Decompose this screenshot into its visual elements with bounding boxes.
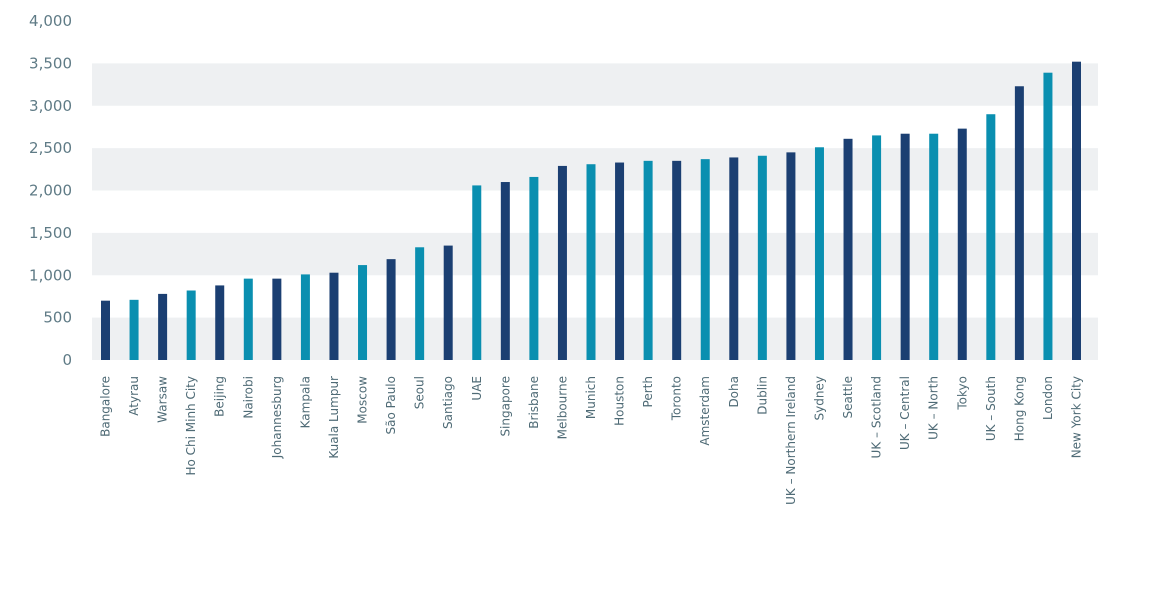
bar-nairobi xyxy=(243,278,253,360)
bar-moscow xyxy=(358,265,368,360)
bar-amsterdam xyxy=(700,159,710,360)
y-tick-label: 3,000 xyxy=(29,97,72,115)
bar-brisbane xyxy=(529,176,539,360)
x-tick-label: Johannesburg xyxy=(270,376,284,459)
x-tick-label: Kampala xyxy=(298,376,312,428)
bar-uk-scotland xyxy=(872,135,882,360)
bar-seoul xyxy=(415,247,425,360)
bar-uk-south xyxy=(986,114,996,360)
x-tick-label: Seoul xyxy=(413,376,427,409)
y-tick-label: 1,500 xyxy=(29,224,72,242)
x-tick-label: UK – Scotland xyxy=(870,376,884,458)
bar-uk-northern-ireland xyxy=(786,152,796,360)
y-tick-label: 3,500 xyxy=(29,54,72,72)
x-tick-label: Toronto xyxy=(670,376,684,421)
bar-santiago xyxy=(443,245,453,360)
x-tick-label: Amsterdam xyxy=(698,376,712,446)
bar-ho-chi-minh-city xyxy=(186,290,196,360)
bar-atyrau xyxy=(129,299,139,360)
y-tick-label: 4,000 xyxy=(29,12,72,30)
x-tick-label: London xyxy=(1041,376,1055,420)
x-tick-label: Melbourne xyxy=(555,376,569,439)
x-tick-label: Singapore xyxy=(498,376,512,437)
bar-sydney xyxy=(814,147,824,360)
x-tick-label: Doha xyxy=(727,376,741,408)
x-tick-label: Warsaw xyxy=(156,376,170,423)
bar-doha xyxy=(729,157,739,360)
x-tick-label: Dublin xyxy=(755,376,769,415)
bar-dublin xyxy=(757,155,767,360)
y-axis: 0 500 1,000 1,500 2,000 2,500 3,000 3,500 4,000 xyxy=(29,12,72,369)
bar-johannesburg xyxy=(272,278,282,360)
y-tick-label: 0 xyxy=(62,351,72,369)
y-tick-label: 2,500 xyxy=(29,139,72,157)
x-axis: Bangalore Atyrau Warsaw Ho Chi Minh City Bei… xyxy=(99,376,1084,505)
x-tick-label: Seattle xyxy=(841,376,855,418)
bar-warsaw xyxy=(158,293,168,360)
x-tick-label: São Paulo xyxy=(384,376,398,434)
bar-houston xyxy=(615,162,625,360)
bar-perth xyxy=(643,160,653,360)
bar-uae xyxy=(472,185,482,360)
bar-hong-kong xyxy=(1014,86,1024,360)
bar-new-york-city xyxy=(1072,61,1081,361)
x-tick-label: Houston xyxy=(613,376,627,426)
bar-kuala-lumpur xyxy=(329,272,339,360)
x-tick-label: UK – North xyxy=(927,376,941,440)
x-tick-label: Ho Chi Minh City xyxy=(184,376,198,476)
x-tick-label: Moscow xyxy=(356,376,370,424)
y-tick-label: 2,000 xyxy=(29,182,72,200)
bar-kampala xyxy=(300,274,310,360)
bar-munich xyxy=(586,164,596,360)
x-tick-label: Brisbane xyxy=(527,376,541,429)
bar-uk-north xyxy=(929,133,939,360)
x-tick-label: UAE xyxy=(470,376,484,401)
x-tick-label: New York City xyxy=(1070,376,1084,458)
x-tick-label: Atyrau xyxy=(127,376,141,416)
y-tick-label: 500 xyxy=(43,309,72,327)
x-tick-label: Kuala Lumpur xyxy=(327,376,341,459)
bar-seattle xyxy=(843,138,853,360)
bar-bangalore xyxy=(101,300,110,360)
x-tick-label: Sydney xyxy=(812,376,826,420)
x-tick-label: Tokyo xyxy=(955,376,969,411)
x-tick-label: Santiago xyxy=(441,376,455,429)
x-tick-label: UK – Central xyxy=(898,376,912,450)
bars xyxy=(101,61,1081,361)
bar-tokyo xyxy=(957,128,967,360)
x-tick-label: UK – Northern Ireland xyxy=(784,376,798,505)
grid-band xyxy=(92,63,1098,106)
x-tick-label: UK – South xyxy=(984,376,998,441)
x-tick-label: Beijing xyxy=(213,376,227,417)
bar-uk-central xyxy=(900,133,910,360)
bar-s-o-paulo xyxy=(386,259,396,360)
bar-melbourne xyxy=(557,165,567,360)
x-tick-label: Munich xyxy=(584,376,598,419)
x-tick-label: Bangalore xyxy=(99,376,113,437)
bar-london xyxy=(1043,72,1053,360)
x-tick-label: Nairobi xyxy=(241,376,255,419)
bar-beijing xyxy=(215,285,225,360)
x-tick-label: Hong Kong xyxy=(1012,376,1026,441)
bar-singapore xyxy=(500,182,510,360)
bar-toronto xyxy=(672,160,682,360)
y-tick-label: 1,000 xyxy=(29,266,72,284)
x-tick-label: Perth xyxy=(641,376,655,407)
